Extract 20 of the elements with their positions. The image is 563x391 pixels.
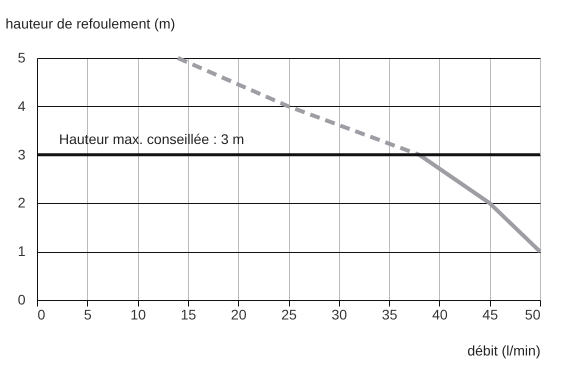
x-tick-label: 25 bbox=[281, 306, 297, 322]
y-tick-label: 1 bbox=[18, 243, 26, 260]
ref-line-label: Hauteur max. conseillée : 3 m bbox=[59, 130, 244, 147]
y-tick-label: 2 bbox=[18, 194, 26, 211]
x-tick-label: 35 bbox=[382, 306, 398, 322]
x-tick-label: 5 bbox=[84, 306, 92, 322]
y-tick-label: 4 bbox=[18, 98, 26, 114]
y-axis-title: hauteur de refoulement (m) bbox=[6, 16, 176, 32]
x-tick-label: 0 bbox=[38, 306, 46, 322]
x-tick-label: 50 bbox=[524, 306, 541, 322]
y-tick-label: 5 bbox=[18, 50, 26, 66]
x-tick-label: 15 bbox=[180, 306, 196, 322]
x-tick-label: 45 bbox=[482, 306, 498, 322]
y-tick-label: 3 bbox=[18, 146, 26, 162]
x-tick-label: 40 bbox=[432, 306, 448, 322]
y-tick-label: 0 bbox=[18, 292, 26, 308]
x-tick-label: 20 bbox=[230, 306, 247, 322]
x-axis-title: débit (l/min) bbox=[467, 342, 540, 358]
x-tick-label: 30 bbox=[332, 306, 348, 322]
x-tick-label: 10 bbox=[130, 306, 146, 322]
